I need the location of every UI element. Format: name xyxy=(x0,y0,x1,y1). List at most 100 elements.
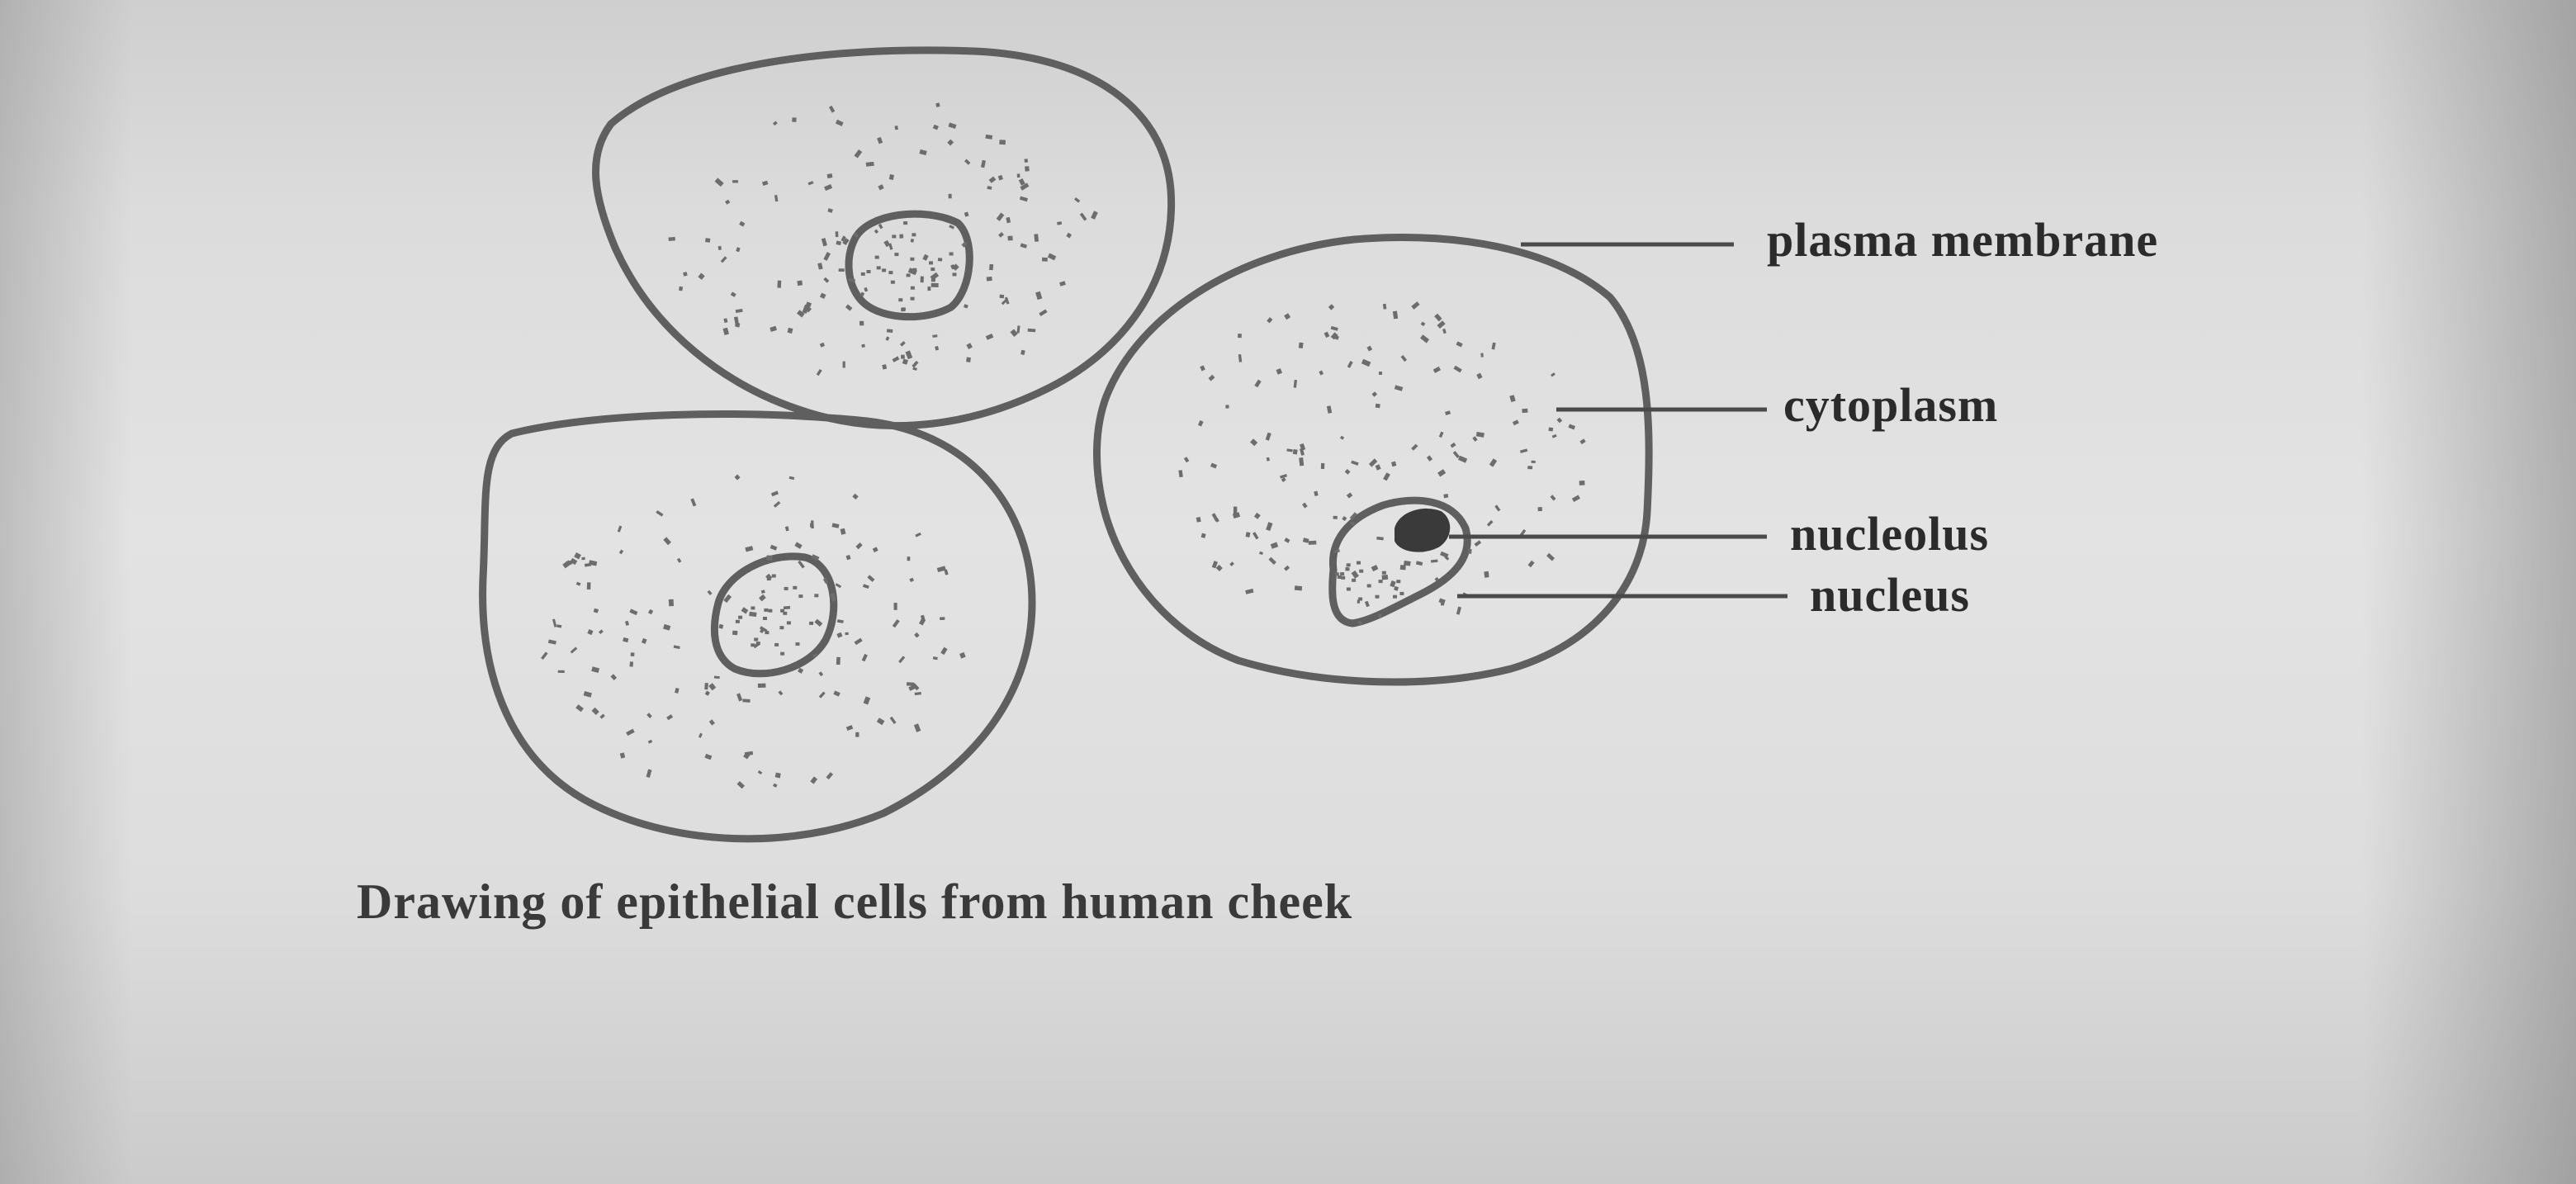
granule-dot xyxy=(1333,515,1338,519)
granule-dot xyxy=(988,176,997,183)
granule-dot xyxy=(591,707,599,715)
granule-dot xyxy=(1344,468,1351,475)
granule-dot xyxy=(1411,443,1418,451)
granule-dot xyxy=(1299,457,1305,466)
granule-dot xyxy=(919,149,927,156)
nuclear-granule-dot xyxy=(783,611,788,615)
granule-dot xyxy=(1253,512,1261,519)
nuclear-granule-dot xyxy=(738,615,743,619)
granule-dot xyxy=(1350,521,1356,526)
granule-dot xyxy=(1292,449,1298,455)
granule-dot xyxy=(1420,334,1430,343)
granule-dot xyxy=(1381,575,1389,580)
nuclear-granule-dot xyxy=(1346,587,1351,591)
granule-dot xyxy=(821,238,827,247)
granule-dot xyxy=(1430,559,1438,563)
granule-dot xyxy=(1320,462,1325,469)
nuclear-granule-dot xyxy=(795,642,800,646)
granule-dot xyxy=(997,174,1003,181)
granule-dot xyxy=(708,683,717,691)
nuclear-granule-dot xyxy=(866,270,871,273)
granule-dot xyxy=(886,329,893,334)
granule-dot xyxy=(1364,600,1370,608)
granule-dot xyxy=(1020,349,1025,356)
granule-dot xyxy=(581,556,585,561)
granule-dot xyxy=(663,537,671,546)
granule-dot xyxy=(734,474,741,481)
granule-dot xyxy=(922,253,929,261)
nuclear-granule-dot xyxy=(793,585,798,590)
granule-dot xyxy=(999,140,1006,145)
granule-dot xyxy=(1211,561,1218,569)
granule-dot xyxy=(698,732,703,738)
granule-dot xyxy=(828,105,836,113)
granule-dot xyxy=(1571,495,1580,502)
granule-dot xyxy=(1196,517,1201,523)
granule-dot xyxy=(1452,451,1460,459)
nuclear-granule-dot xyxy=(771,574,776,578)
granule-dot xyxy=(932,124,939,130)
granule-dot xyxy=(830,592,837,602)
granule-dot xyxy=(610,674,618,680)
nuclear-granule-dot xyxy=(786,621,791,625)
granule-dot xyxy=(1392,310,1399,320)
granule-dot xyxy=(1346,492,1353,499)
nuclear-granule-dot xyxy=(910,296,915,301)
granule-dot xyxy=(1041,257,1048,262)
granule-dot xyxy=(1527,466,1533,470)
granule-dot xyxy=(796,310,805,318)
granule-dot xyxy=(745,546,754,552)
granule-dot xyxy=(1440,551,1449,558)
label-plasma-membrane: plasma membrane xyxy=(1767,213,2159,267)
granule-dot xyxy=(618,549,624,555)
granule-dot xyxy=(1519,448,1528,453)
granule-dot xyxy=(1375,403,1380,409)
granule-dot xyxy=(772,121,778,126)
granule-dot xyxy=(723,318,728,324)
granule-dot xyxy=(920,276,924,283)
granule-dot xyxy=(1268,556,1276,565)
granule-dot xyxy=(718,623,724,629)
nuclear-granule-dot xyxy=(774,642,779,646)
granule-dot xyxy=(892,619,900,628)
granule-dot xyxy=(1383,472,1390,481)
granule-dot xyxy=(1411,301,1420,310)
granule-dot xyxy=(1443,493,1449,499)
granule-dot xyxy=(841,235,846,242)
granule-dot xyxy=(1420,321,1426,327)
granule-dot xyxy=(587,629,594,636)
granule-dot xyxy=(772,783,778,788)
granule-dot xyxy=(666,714,674,721)
granule-dot xyxy=(708,719,715,726)
granule-dot xyxy=(1484,571,1489,578)
cell-top-left-membrane xyxy=(592,46,1176,430)
granule-dot xyxy=(1039,309,1048,317)
granule-dot xyxy=(1254,379,1262,388)
granule-dot xyxy=(915,532,921,538)
granule-dot xyxy=(909,577,915,583)
granule-dot xyxy=(818,671,824,677)
granule-dot xyxy=(855,542,863,550)
granule-dot xyxy=(770,490,779,497)
nuclear-granule-dot xyxy=(1334,572,1339,576)
granule-dot xyxy=(1546,552,1556,561)
granule-dot xyxy=(874,229,879,234)
nuclear-granule-dot xyxy=(764,608,769,612)
granule-dot xyxy=(798,560,805,569)
nuclear-granule-dot xyxy=(912,268,917,272)
granule-dot xyxy=(1378,613,1382,618)
granule-dot xyxy=(913,723,921,732)
granule-dot xyxy=(835,119,844,126)
nuclear-granule-dot xyxy=(910,257,915,261)
granule-dot xyxy=(1074,197,1081,203)
granule-dot xyxy=(1480,353,1484,358)
granule-dot xyxy=(1357,620,1363,626)
granule-dot xyxy=(788,476,795,481)
granule-dot xyxy=(1265,432,1271,441)
granule-dot xyxy=(1020,182,1030,191)
granule-dot xyxy=(838,268,845,272)
granule-dot xyxy=(717,245,722,250)
granule-dot xyxy=(626,728,635,736)
granule-dot xyxy=(783,605,791,610)
granule-dot xyxy=(861,653,868,662)
